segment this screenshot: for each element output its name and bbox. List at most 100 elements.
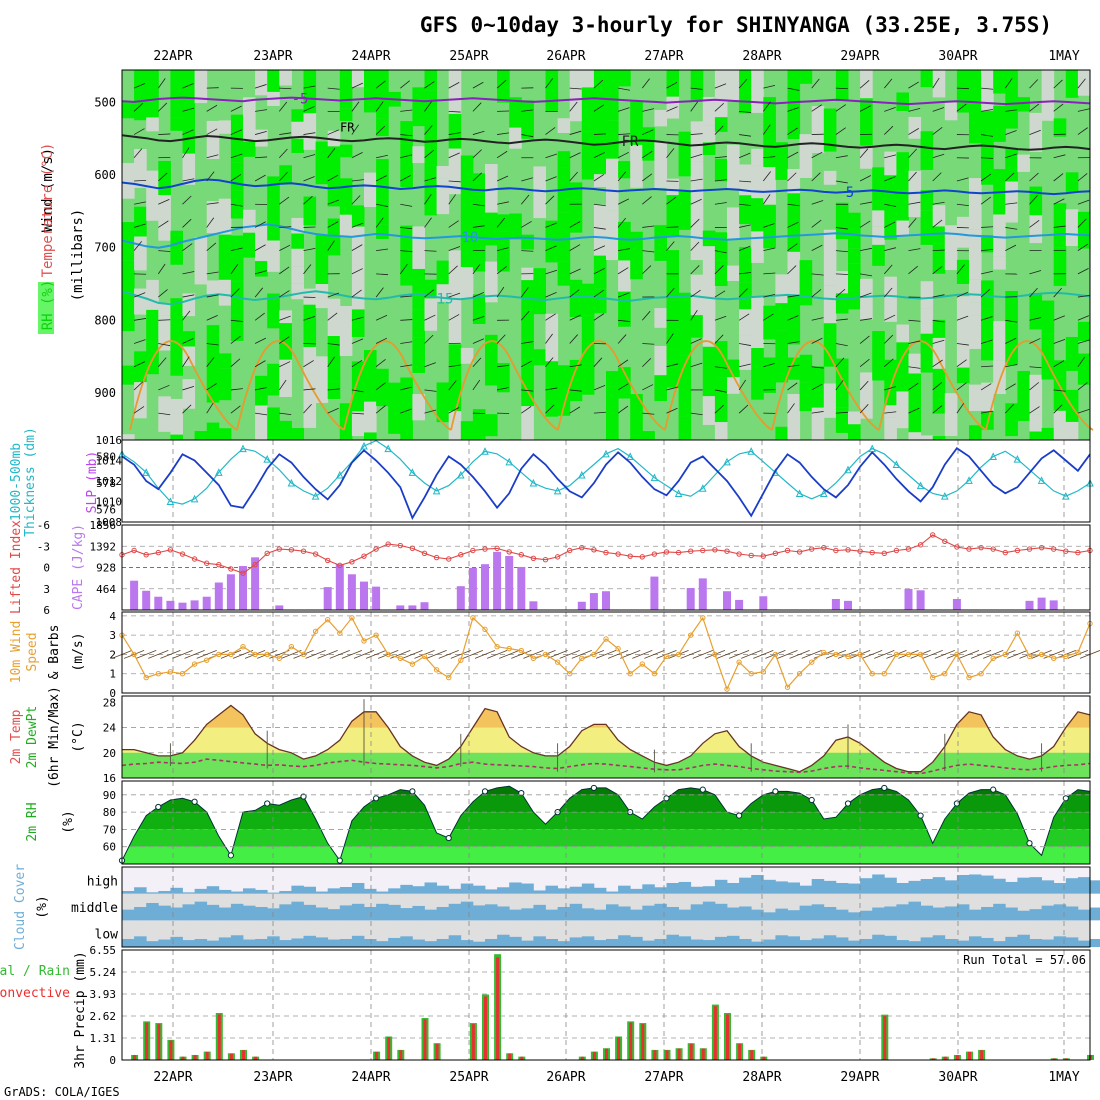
rh-patch [1053, 247, 1067, 286]
lifted-index-point [1075, 549, 1081, 556]
wind-barb [520, 287, 529, 298]
wind-barb [618, 133, 631, 135]
date-tick-bottom: 1MAY [1048, 1070, 1079, 1085]
cloud_high-bar [848, 883, 861, 894]
rh-patch [678, 191, 692, 230]
rh-patch [727, 359, 740, 378]
rh-patch [956, 346, 970, 368]
cloud_low-bar [714, 936, 728, 947]
rh-patch [702, 297, 716, 347]
wind-barb [1077, 127, 1088, 135]
lifted-index-point [530, 555, 537, 561]
wind-barb [351, 101, 360, 112]
rh-band [122, 786, 1090, 795]
cloud_low-bar [376, 941, 389, 947]
cape-bar [831, 599, 840, 610]
rh-patch [666, 349, 680, 368]
rh-patch [727, 144, 740, 189]
wind-barb-10m [281, 650, 302, 659]
rh-patch [1077, 321, 1091, 342]
lifted-index-point [300, 548, 307, 554]
slp-tick: 1008 [96, 516, 123, 529]
wind-barb [956, 103, 967, 112]
wind-barb [133, 361, 146, 368]
wind-barb [714, 250, 727, 254]
rh-point [772, 788, 779, 795]
rh-patch [714, 260, 728, 287]
wind-barb [956, 359, 967, 368]
wind-barb [545, 78, 553, 89]
wind-barb [1029, 79, 1039, 89]
rh-patch [218, 368, 232, 401]
wind-barb [182, 83, 194, 89]
wind-barb [593, 174, 605, 182]
wind-barb [375, 337, 388, 344]
wind-barb [787, 315, 799, 321]
rh-patch [993, 321, 1006, 361]
cloud_high-bar [630, 888, 643, 894]
wind-barb [327, 343, 340, 346]
cloud_high-bar [291, 885, 304, 894]
cloud_high-bar [533, 890, 546, 894]
rh-patch [739, 282, 752, 310]
precip-conv-bar [580, 1056, 584, 1060]
rh-patch [993, 360, 1006, 395]
rh-frame [121, 780, 1091, 865]
cloud_mid-bar [714, 903, 728, 921]
wind-barb [690, 178, 703, 182]
date-tick-bottom: 25APR [449, 1070, 488, 1085]
wind-barb [666, 386, 679, 391]
wind-barb [327, 240, 335, 251]
wind-barb [908, 201, 921, 205]
lifted-index-point [252, 561, 258, 568]
wind-barb [351, 316, 364, 321]
cloud_low-bar [969, 936, 982, 947]
rh-patch [1005, 291, 1018, 324]
wind-barb [230, 358, 241, 368]
wind-barb [424, 149, 435, 159]
cloud_mid-bar [932, 907, 946, 921]
wind-barb [303, 403, 312, 414]
wind-barb [714, 102, 725, 112]
wind-barb [738, 245, 751, 252]
rh-patch [1065, 209, 1079, 246]
wind-barb [932, 381, 943, 391]
temp-unit: (°C) [71, 721, 86, 752]
cloud_mid-bar [279, 904, 292, 921]
rh-patch [146, 70, 159, 88]
wind-barb [980, 196, 992, 205]
wind-speed-point [228, 651, 234, 658]
rh-patch [908, 387, 922, 433]
rh-patch [134, 382, 147, 419]
rh-patch [279, 420, 292, 440]
pressure-tick: 900 [94, 386, 116, 400]
wind-barb [908, 382, 919, 391]
wind-barb [424, 389, 437, 392]
cloud_high-bar [872, 874, 885, 894]
rh-patch [134, 206, 147, 237]
rh-patch [787, 295, 801, 345]
rh-patch [291, 266, 304, 284]
lifted-index-point [603, 549, 609, 556]
precip-conv-bar [713, 1006, 717, 1060]
cape-bar [589, 593, 598, 610]
rh-patch [351, 361, 365, 412]
rh-tick: 70 [103, 823, 116, 836]
cloud_high-bar [170, 887, 183, 894]
wind-barb [981, 410, 993, 414]
wind-barb [617, 151, 629, 159]
cloud_low-bar [763, 939, 776, 947]
wind-barb [714, 179, 727, 182]
lifted-index-point [155, 549, 162, 556]
wind-barb [279, 226, 292, 228]
cloud_low-bar [279, 940, 292, 947]
rh-patch [1005, 323, 1018, 366]
wind-barb-10m [499, 650, 520, 659]
wind-barb [569, 130, 582, 135]
wind-barb [254, 312, 265, 321]
lifted-index-point [942, 538, 948, 544]
wind-barb [303, 176, 315, 182]
wind-barb [642, 412, 655, 415]
wind-speed-point [1038, 651, 1045, 658]
wind-barb [182, 404, 192, 414]
